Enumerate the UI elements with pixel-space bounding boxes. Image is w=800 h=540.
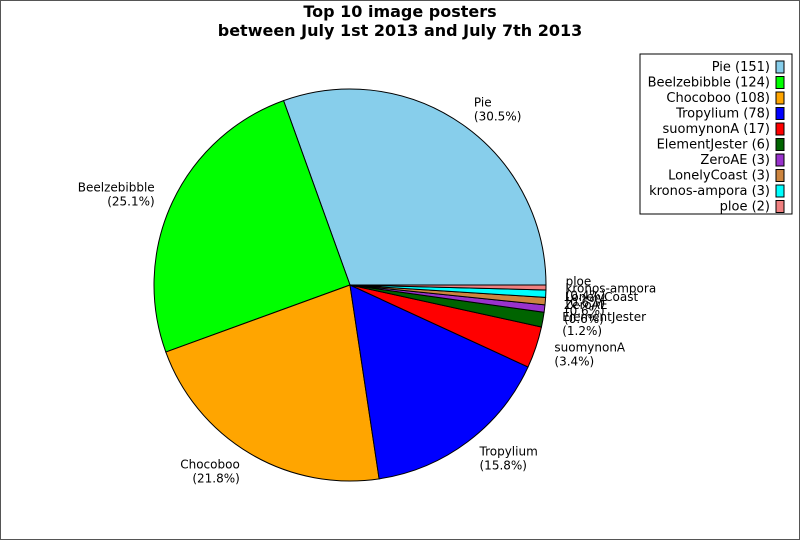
legend: Pie (151)Beelzebibble (124)Chocoboo (108… [639, 53, 793, 215]
slice-pie [282, 88, 547, 286]
legend-label: ZeroAE (3) [700, 153, 770, 168]
legend-label: Tropylium (78) [675, 107, 770, 122]
slice-labels: Pie (30.5%) Beelzebibble (25.1%) Chocoboo (21… [78, 96, 656, 486]
legend-item-tropylium: Tropylium (78) [675, 107, 785, 122]
legend-label: ElementJester (6) [657, 138, 770, 153]
slice-label-tropylium: Tropylium (15.8%) [479, 444, 538, 472]
slice-label-ploe: ploe (0.4%) [566, 275, 606, 303]
legend-swatch [775, 60, 785, 74]
legend-swatch [775, 122, 785, 136]
legend-item-chocoboo: Chocoboo (108) [666, 91, 785, 106]
slice-tropylium [349, 284, 529, 480]
slice-label-kronos-ampora: kronos-ampora (0.6%) [565, 282, 656, 310]
slice-label-pie: Pie (30.5%) [474, 96, 521, 124]
legend-box [639, 53, 793, 215]
legend-item-zeroae: ZeroAE (3) [700, 153, 785, 168]
legend-swatch [775, 184, 785, 198]
legend-swatch [775, 138, 785, 151]
legend-swatch [775, 169, 785, 182]
legend-label: kronos-ampora (3) [649, 184, 770, 199]
slice-ploe [349, 284, 547, 291]
chart-subtitle: between July 1st 2013 and July 7th 2013 [218, 21, 583, 40]
legend-label: suomynonA (17) [663, 122, 770, 137]
slice-label-chocoboo: Chocoboo (21.8%) [180, 457, 240, 485]
slice-label-suomynona: suomynonA (3.4%) [554, 341, 626, 369]
legend-swatch [775, 91, 785, 105]
legend-item-lonelycoast: LonelyCoast (3) [668, 169, 785, 184]
legend-item-suomynona: suomynonA (17) [663, 122, 785, 137]
slice-chocoboo [165, 284, 380, 482]
slice-label-elementjester: ElementJester (1.2%) [562, 310, 646, 338]
slice-beelzebibble [153, 99, 351, 353]
legend-swatch [775, 200, 785, 213]
legend-swatch [775, 153, 785, 167]
legend-swatch [775, 76, 785, 89]
legend-item-beelzebibble: Beelzebibble (124) [648, 76, 785, 91]
legend-item-pie: Pie (151) [712, 60, 785, 75]
legend-label: ploe (2) [720, 200, 770, 215]
slice-label-lonelycoast: LonelyCoast (0.6%) [565, 290, 639, 318]
legend-label: Pie (151) [712, 60, 770, 75]
chart-title: Top 10 image posters [303, 2, 496, 21]
legend-label: LonelyCoast (3) [668, 169, 770, 184]
legend-label: Chocoboo (108) [666, 91, 770, 106]
slice-label-zeroae: ZeroAE (0.6%) [564, 298, 607, 326]
legend-label: Beelzebibble (124) [648, 76, 770, 91]
pie-slices [153, 88, 547, 482]
legend-swatch [775, 107, 785, 120]
slice-label-beelzebibble: Beelzebibble (25.1%) [78, 181, 155, 209]
legend-item-ploe: ploe (2) [720, 200, 785, 215]
legend-item-elementjester: ElementJester (6) [657, 138, 785, 153]
legend-item-kronos-ampora: kronos-ampora (3) [649, 184, 785, 199]
